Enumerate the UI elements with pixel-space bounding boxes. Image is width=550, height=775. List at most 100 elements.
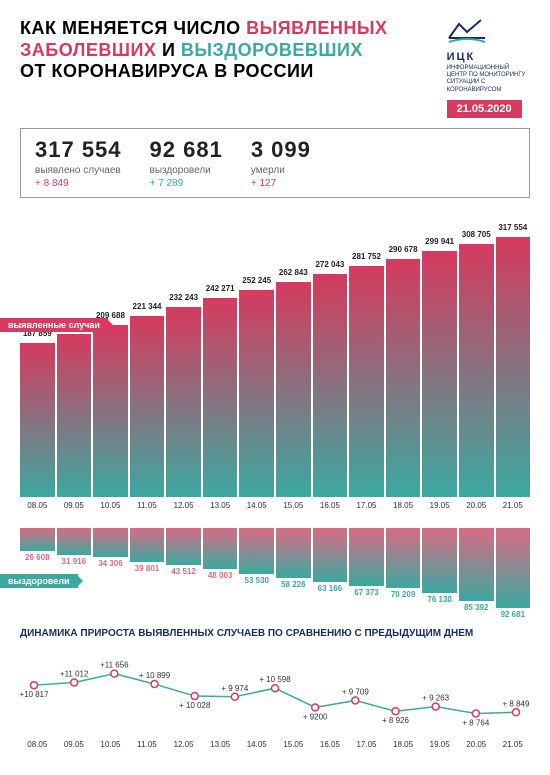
bar-date-label: 20.05 [466,501,486,510]
bar-cases-label: 221 344 [133,302,162,311]
header: КАК МЕНЯЕТСЯ ЧИСЛО ВЫЯВЛЕННЫХ ЗАБОЛЕВШИХ… [20,18,530,118]
line-x-label: 11.05 [130,740,165,749]
bar-cases: 262 843 15.05 [276,282,311,510]
bar-recovered: 43 512 [166,528,201,619]
bar-date-label: 14.05 [247,501,267,510]
line-x-label: 13.05 [203,740,238,749]
stat-cases-value: 317 554 [35,137,122,163]
line-marker [272,684,279,691]
stats-box: 317 554 выявлено случаев + 8 849 92 681 … [20,128,530,198]
bar-recovered: 92 681 [496,528,531,619]
line-value-label: + 8 849 [503,699,530,708]
line-x-label: 09.05 [57,740,92,749]
line-value-label: + 9 709 [342,687,369,696]
logo-subtitle: ИНФОРМАЦИОННЫЙ ЦЕНТР ПО МОНИТОРИНГУ СИТУ… [447,65,530,94]
bar-recovered: 85 392 [459,528,494,619]
bar-recovered: 39 801 [130,528,165,619]
bar-recovered: 76 130 [422,528,457,619]
line-marker [31,681,38,688]
bar-date-label: 08.05 [27,501,47,510]
date-badge: 21.05.2020 [447,100,522,118]
line-chart-section: ДИНАМИКА ПРИРОСТА ВЫЯВЛЕННЫХ СЛУЧАЕВ ПО … [20,628,530,749]
bar-date-label: 17.05 [356,501,376,510]
bar-date-label: 13.05 [210,501,230,510]
stat-cases: 317 554 выявлено случаев + 8 849 [35,137,122,189]
bar-recovered-label: 43 512 [171,567,195,576]
line-x-label: 19.05 [422,740,457,749]
bar-cases: 198 676 09.05 [57,334,92,510]
line-value-label: + 8 926 [382,716,409,725]
recovered-bars: 26 608 31 916 34 306 39 801 43 512 48 00… [20,528,530,619]
bar-cases: 232 243 12.05 [166,307,201,510]
bar-date-label: 15.05 [283,501,303,510]
bar-recovered: 63 166 [313,528,348,619]
stat-cases-label: выявлено случаев [35,165,122,176]
bar-cases: 242 271 13.05 [203,298,238,509]
line-marker [231,693,238,700]
legend-recovered: выздоровели [0,574,78,588]
stat-recovered: 92 681 выздоровели + 7 289 [150,137,223,189]
bar-cases-label: 262 843 [279,268,308,277]
line-value-label: + 10 899 [139,671,171,680]
bar-cases-label: 272 043 [315,260,344,269]
bar-recovered-label: 70 209 [391,590,415,599]
bar-cases-label: 299 941 [425,237,454,246]
bar-cases-label: 252 245 [242,276,271,285]
line-marker [111,670,118,677]
bar-recovered-label: 92 681 [501,610,525,619]
bar-recovered-label: 31 916 [62,557,86,566]
stat-deaths: 3 099 умерли + 127 [251,137,311,189]
bar-recovered-label: 34 306 [98,559,122,568]
stat-cases-delta: + 8 849 [35,178,122,189]
bar-recovered-label: 26 608 [25,553,49,562]
stat-deaths-value: 3 099 [251,137,311,163]
stat-recovered-value: 92 681 [150,137,223,163]
bar-date-label: 11.05 [137,501,156,510]
bar-cases-label: 317 554 [498,223,527,232]
bar-cases: 299 941 19.05 [422,251,457,510]
bar-date-label: 16.05 [320,501,340,510]
line-marker [352,697,359,704]
line-x-label: 18.05 [386,740,421,749]
bar-date-label: 09.05 [64,501,84,510]
line-marker [513,709,520,716]
line-x-label: 08.05 [20,740,55,749]
bar-cases: 308 705 20.05 [459,244,494,510]
stat-recovered-label: выздоровели [150,165,223,176]
line-x-label: 17.05 [349,740,384,749]
bar-date-label: 12.05 [174,501,194,510]
line-marker [151,680,158,687]
bar-recovered-label: 39 801 [135,564,159,573]
line-marker [432,703,439,710]
bar-cases: 281 752 17.05 [349,266,384,510]
line-value-label: +10 817 [20,690,49,699]
line-value-label: + 10 028 [179,701,211,710]
line-x-label: 10.05 [93,740,128,749]
line-x-label: 16.05 [313,740,348,749]
line-value-label: +11 656 [100,660,129,669]
legend-cases: выявленные случаи [0,318,108,332]
logo-block: ИЦК ИНФОРМАЦИОННЫЙ ЦЕНТР ПО МОНИТОРИНГУ … [447,18,530,118]
line-x-label: 21.05 [496,740,531,749]
stat-deaths-label: умерли [251,165,311,176]
line-marker [312,704,319,711]
cases-bars: 187 859 08.05 198 676 09.05 209 688 10.0… [20,230,530,510]
bar-cases: 317 554 21.05 [496,237,531,510]
bar-cases: 187 859 08.05 [20,343,55,510]
line-marker [392,707,399,714]
line-marker [71,679,78,686]
bar-date-label: 10.05 [100,501,120,510]
line-value-label: + 9 974 [221,684,248,693]
line-value-label: + 10 598 [259,675,291,684]
bar-cases: 209 688 10.05 [93,325,128,510]
bar-recovered: 53 530 [239,528,274,619]
bar-recovered-label: 76 130 [427,595,451,604]
bar-cases-label: 242 271 [206,284,235,293]
line-x-label: 12.05 [166,740,201,749]
bar-recovered: 34 306 [93,528,128,619]
bar-recovered: 67 373 [349,528,384,619]
bar-cases-label: 308 705 [462,230,491,239]
line-value-label: + 9200 [303,712,328,721]
page-title: КАК МЕНЯЕТСЯ ЧИСЛО ВЫЯВЛЕННЫХ ЗАБОЛЕВШИХ… [20,18,447,83]
bar-recovered: 70 209 [386,528,421,619]
